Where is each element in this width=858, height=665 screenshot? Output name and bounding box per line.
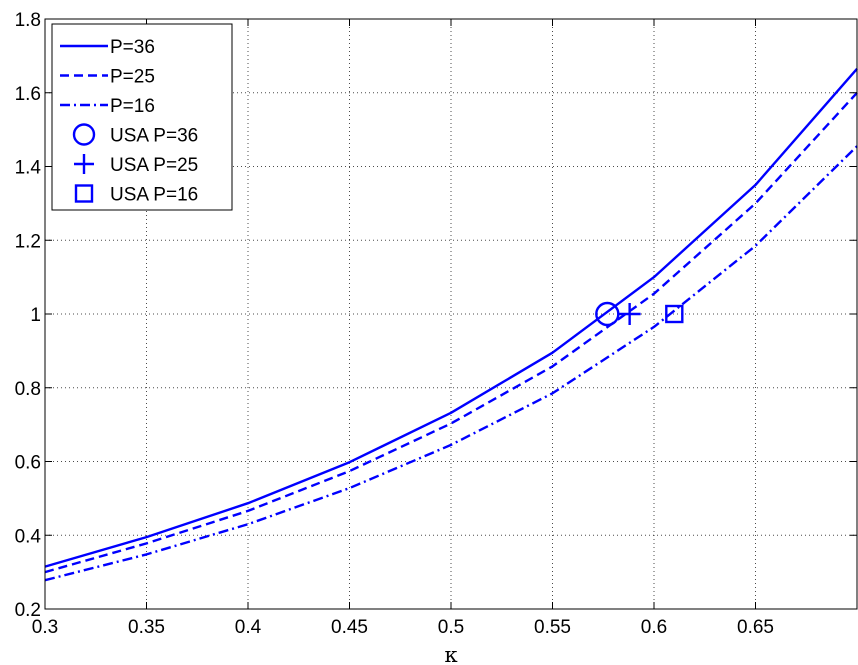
grid-lines — [45, 19, 857, 609]
x-tick-label: 0.3 — [32, 617, 58, 638]
x-tick-label: 0.65 — [737, 617, 774, 638]
series-line-2 — [44, 91, 858, 574]
y-tick-label: 1.4 — [15, 158, 42, 179]
y-tick-label: 1 — [30, 305, 41, 326]
legend-label: P=25 — [110, 67, 155, 88]
y-tick-label: 1.6 — [15, 84, 41, 105]
x-tick-label: 0.4 — [235, 617, 262, 638]
legend: P=36 P=25 P=16 USA P=36 USA P=25 USA P=16 — [51, 23, 233, 211]
x-tick-label: 0.35 — [128, 617, 165, 638]
y-tick-labels: 0.2 0.4 0.6 0.8 1 1.2 1.4 1.6 1.8 — [15, 10, 42, 621]
legend-label: USA P=36 — [110, 126, 198, 147]
legend-marker-circle — [72, 123, 96, 146]
legend-marker-square — [74, 184, 94, 203]
x-tick-label: 0.6 — [641, 617, 667, 638]
data-markers — [595, 301, 684, 327]
series-line-3 — [44, 145, 858, 582]
y-tick-label: 0.6 — [15, 453, 41, 474]
x-tick-label: 0.45 — [331, 617, 368, 638]
legend-marker-plus — [74, 154, 94, 174]
legend-label: P=36 — [110, 37, 155, 58]
x-tick-label: 0.5 — [438, 617, 464, 638]
legend-box — [51, 23, 233, 211]
y-tick-label: 0.8 — [15, 379, 41, 400]
x-tick-label: 0.55 — [534, 617, 571, 638]
axis-ticks — [44, 18, 857, 610]
legend-label: USA P=25 — [110, 155, 198, 176]
series-line-1 — [44, 68, 858, 568]
legend-label: USA P=16 — [110, 185, 198, 206]
y-tick-label: 0.2 — [15, 600, 41, 621]
y-tick-label: 1.2 — [15, 231, 41, 252]
x-tick-labels: 0.3 0.35 0.4 0.45 0.5 0.55 0.6 0.65 — [32, 617, 774, 638]
x-axis-title: κ — [444, 643, 457, 665]
series-lines — [44, 68, 858, 582]
legend-label: P=16 — [110, 96, 155, 117]
marker-circle — [595, 301, 620, 327]
y-tick-label: 1.8 — [15, 10, 41, 31]
marker-plus — [618, 303, 641, 325]
y-tick-label: 0.4 — [15, 526, 42, 547]
marker-square — [665, 304, 684, 324]
